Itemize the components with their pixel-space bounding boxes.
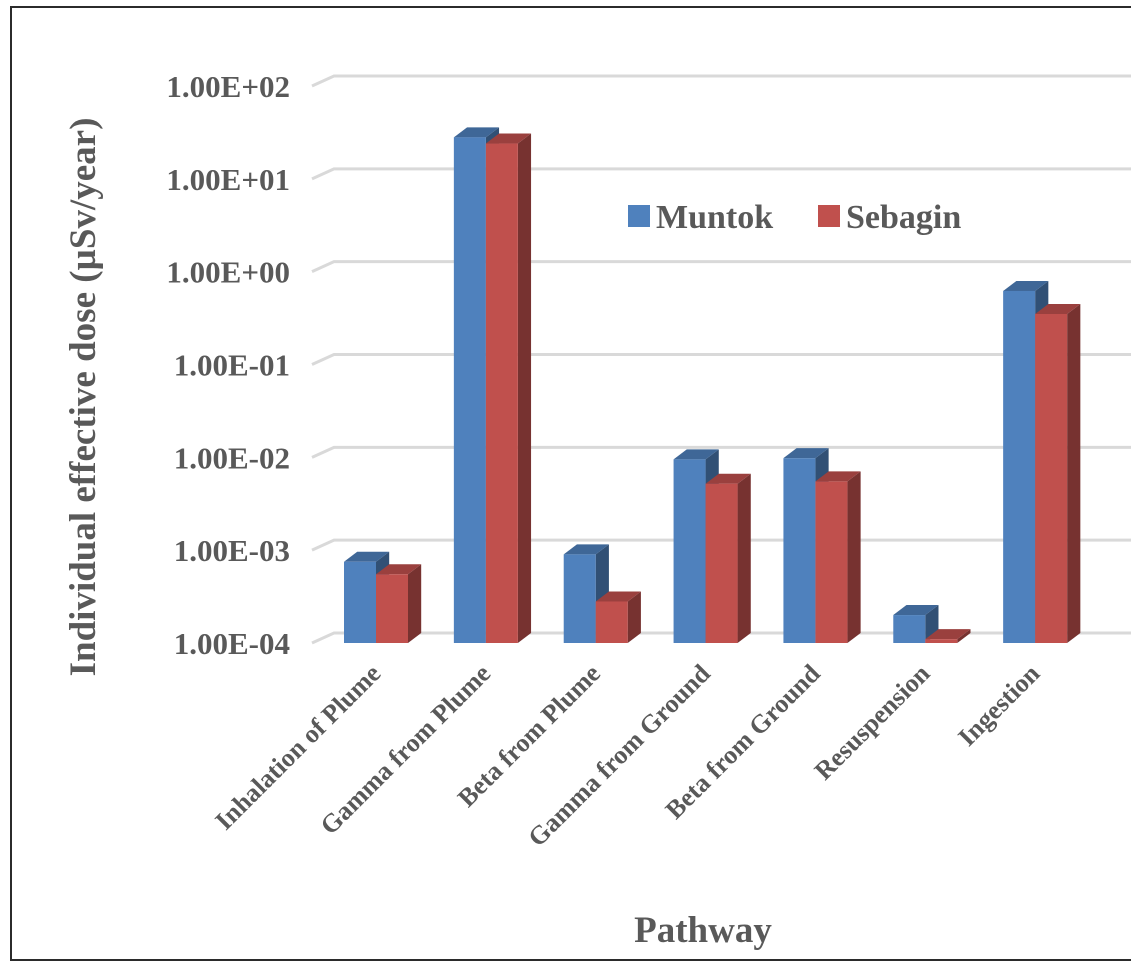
y-tick-label: 1.00E-04 [174, 626, 290, 661]
bar-top [344, 551, 390, 562]
bar-front [453, 137, 486, 644]
y-tick-label: 1.00E+00 [166, 255, 290, 290]
gridline [311, 353, 1131, 366]
bar-top [485, 133, 532, 144]
bar-sebagin-5 [925, 629, 971, 643]
y-tick-label: 1.00E+01 [166, 162, 290, 197]
bar-sebagin-4 [815, 471, 861, 643]
bar-front [595, 601, 628, 643]
bar-sebagin-6 [1035, 303, 1081, 643]
legend-label-sebagin: Sebagin [846, 199, 961, 236]
bar-front [1003, 290, 1036, 643]
x-tick-label: Gamma from Ground [522, 658, 716, 852]
bar-top [673, 449, 719, 460]
bar-side [1067, 303, 1081, 643]
bar-front [563, 554, 596, 643]
bar-front [485, 143, 518, 644]
gridlines [311, 74, 1131, 645]
bar-top [893, 605, 939, 616]
bar-top [1003, 280, 1049, 291]
legend-label-muntok: Muntok [656, 199, 773, 236]
bar-front [783, 458, 816, 643]
bar-sebagin-0 [376, 564, 422, 643]
bar-top [595, 591, 641, 602]
x-tick-label: Resuspension [809, 658, 936, 785]
gridline [311, 445, 1131, 459]
y-tick-label: 1.00E-01 [174, 348, 290, 383]
y-tick-labels: 1.00E-04 1.00E-03 1.00E-02 1.00E-01 1.00E+00… [166, 69, 290, 661]
gridline [311, 538, 1131, 552]
x-axis-title: Pathway [634, 910, 772, 951]
y-axis-title: Individual effective dose (µSv/year) [63, 118, 104, 677]
legend-swatch-sebagin [818, 205, 840, 227]
bar-top [705, 473, 751, 484]
bar-top [453, 127, 500, 138]
chart-frame [10, 6, 1131, 961]
bar-front [376, 574, 408, 643]
bar-side [627, 591, 641, 643]
legend: Muntok Sebagin [628, 199, 961, 236]
bar-sebagin-1 [485, 133, 532, 644]
bar-sebagin-2 [595, 591, 641, 643]
bars [344, 127, 1081, 644]
bar-front [705, 483, 738, 643]
bar-front [815, 481, 848, 643]
bar-sebagin-3 [705, 473, 751, 643]
x-tick-label: Ingestion [952, 658, 1045, 751]
bar-front [925, 639, 958, 643]
bar-front [344, 561, 376, 643]
bar-side [408, 564, 422, 643]
bar-side [957, 629, 971, 643]
y-tick-label: 1.00E+02 [166, 69, 290, 104]
y-tick-label: 1.00E-03 [174, 533, 290, 568]
bar-top [563, 544, 609, 555]
bar-top [1035, 303, 1081, 314]
gridline [311, 167, 1131, 181]
bar-top [376, 564, 422, 575]
bar-front [673, 459, 706, 643]
y-tick-label: 1.00E-02 [174, 440, 290, 475]
bar-side [847, 471, 861, 643]
bar-muntok-5 [893, 605, 939, 643]
legend-swatch-muntok [628, 205, 650, 227]
bar-side [517, 133, 532, 644]
bar-top [925, 629, 971, 640]
bar-top [815, 471, 861, 482]
bar-front [893, 615, 926, 643]
gridline [311, 260, 1131, 274]
bar-top [783, 448, 829, 459]
gridline [311, 74, 1131, 88]
bar-front [1035, 313, 1068, 643]
bar-side [737, 473, 751, 643]
gridline [311, 631, 1131, 645]
